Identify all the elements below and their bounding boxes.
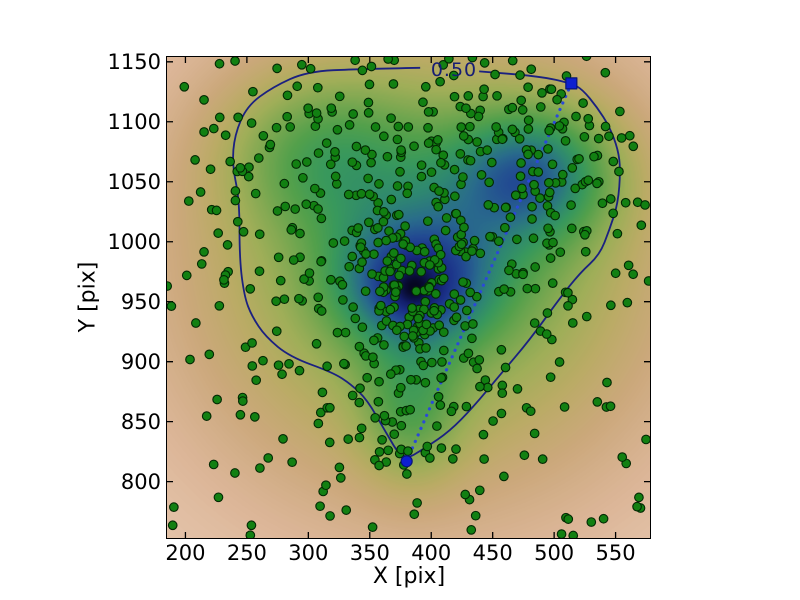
y-axis-label: Y [pix] [75, 261, 101, 333]
y-tick-label-1100: 1100 [107, 109, 161, 134]
x-tick-label-250: 250 [226, 541, 267, 565]
x-tick-label-500: 500 [534, 541, 575, 565]
plot-frame [166, 56, 651, 539]
x-tick-label-200: 200 [165, 541, 206, 565]
x-tick-label-400: 400 [411, 541, 452, 565]
y-tick-label-800: 800 [120, 469, 161, 494]
contour-level-label: 0.50 [430, 59, 478, 81]
density-scatter-canvas [167, 57, 650, 538]
x-axis-label: X [pix] [372, 564, 446, 589]
y-tick-label-900: 900 [120, 349, 161, 374]
y-tick-label-950: 950 [120, 289, 161, 314]
x-tick-label-300: 300 [288, 541, 329, 565]
x-tick-label-550: 550 [595, 541, 636, 565]
x-tick-label-450: 450 [472, 541, 513, 565]
y-tick-label-1150: 1150 [107, 49, 161, 74]
y-tick-label-1050: 1050 [107, 169, 161, 194]
y-tick-label-1000: 1000 [107, 229, 161, 254]
x-tick-label-350: 350 [349, 541, 390, 565]
y-tick-label-850: 850 [120, 409, 161, 434]
